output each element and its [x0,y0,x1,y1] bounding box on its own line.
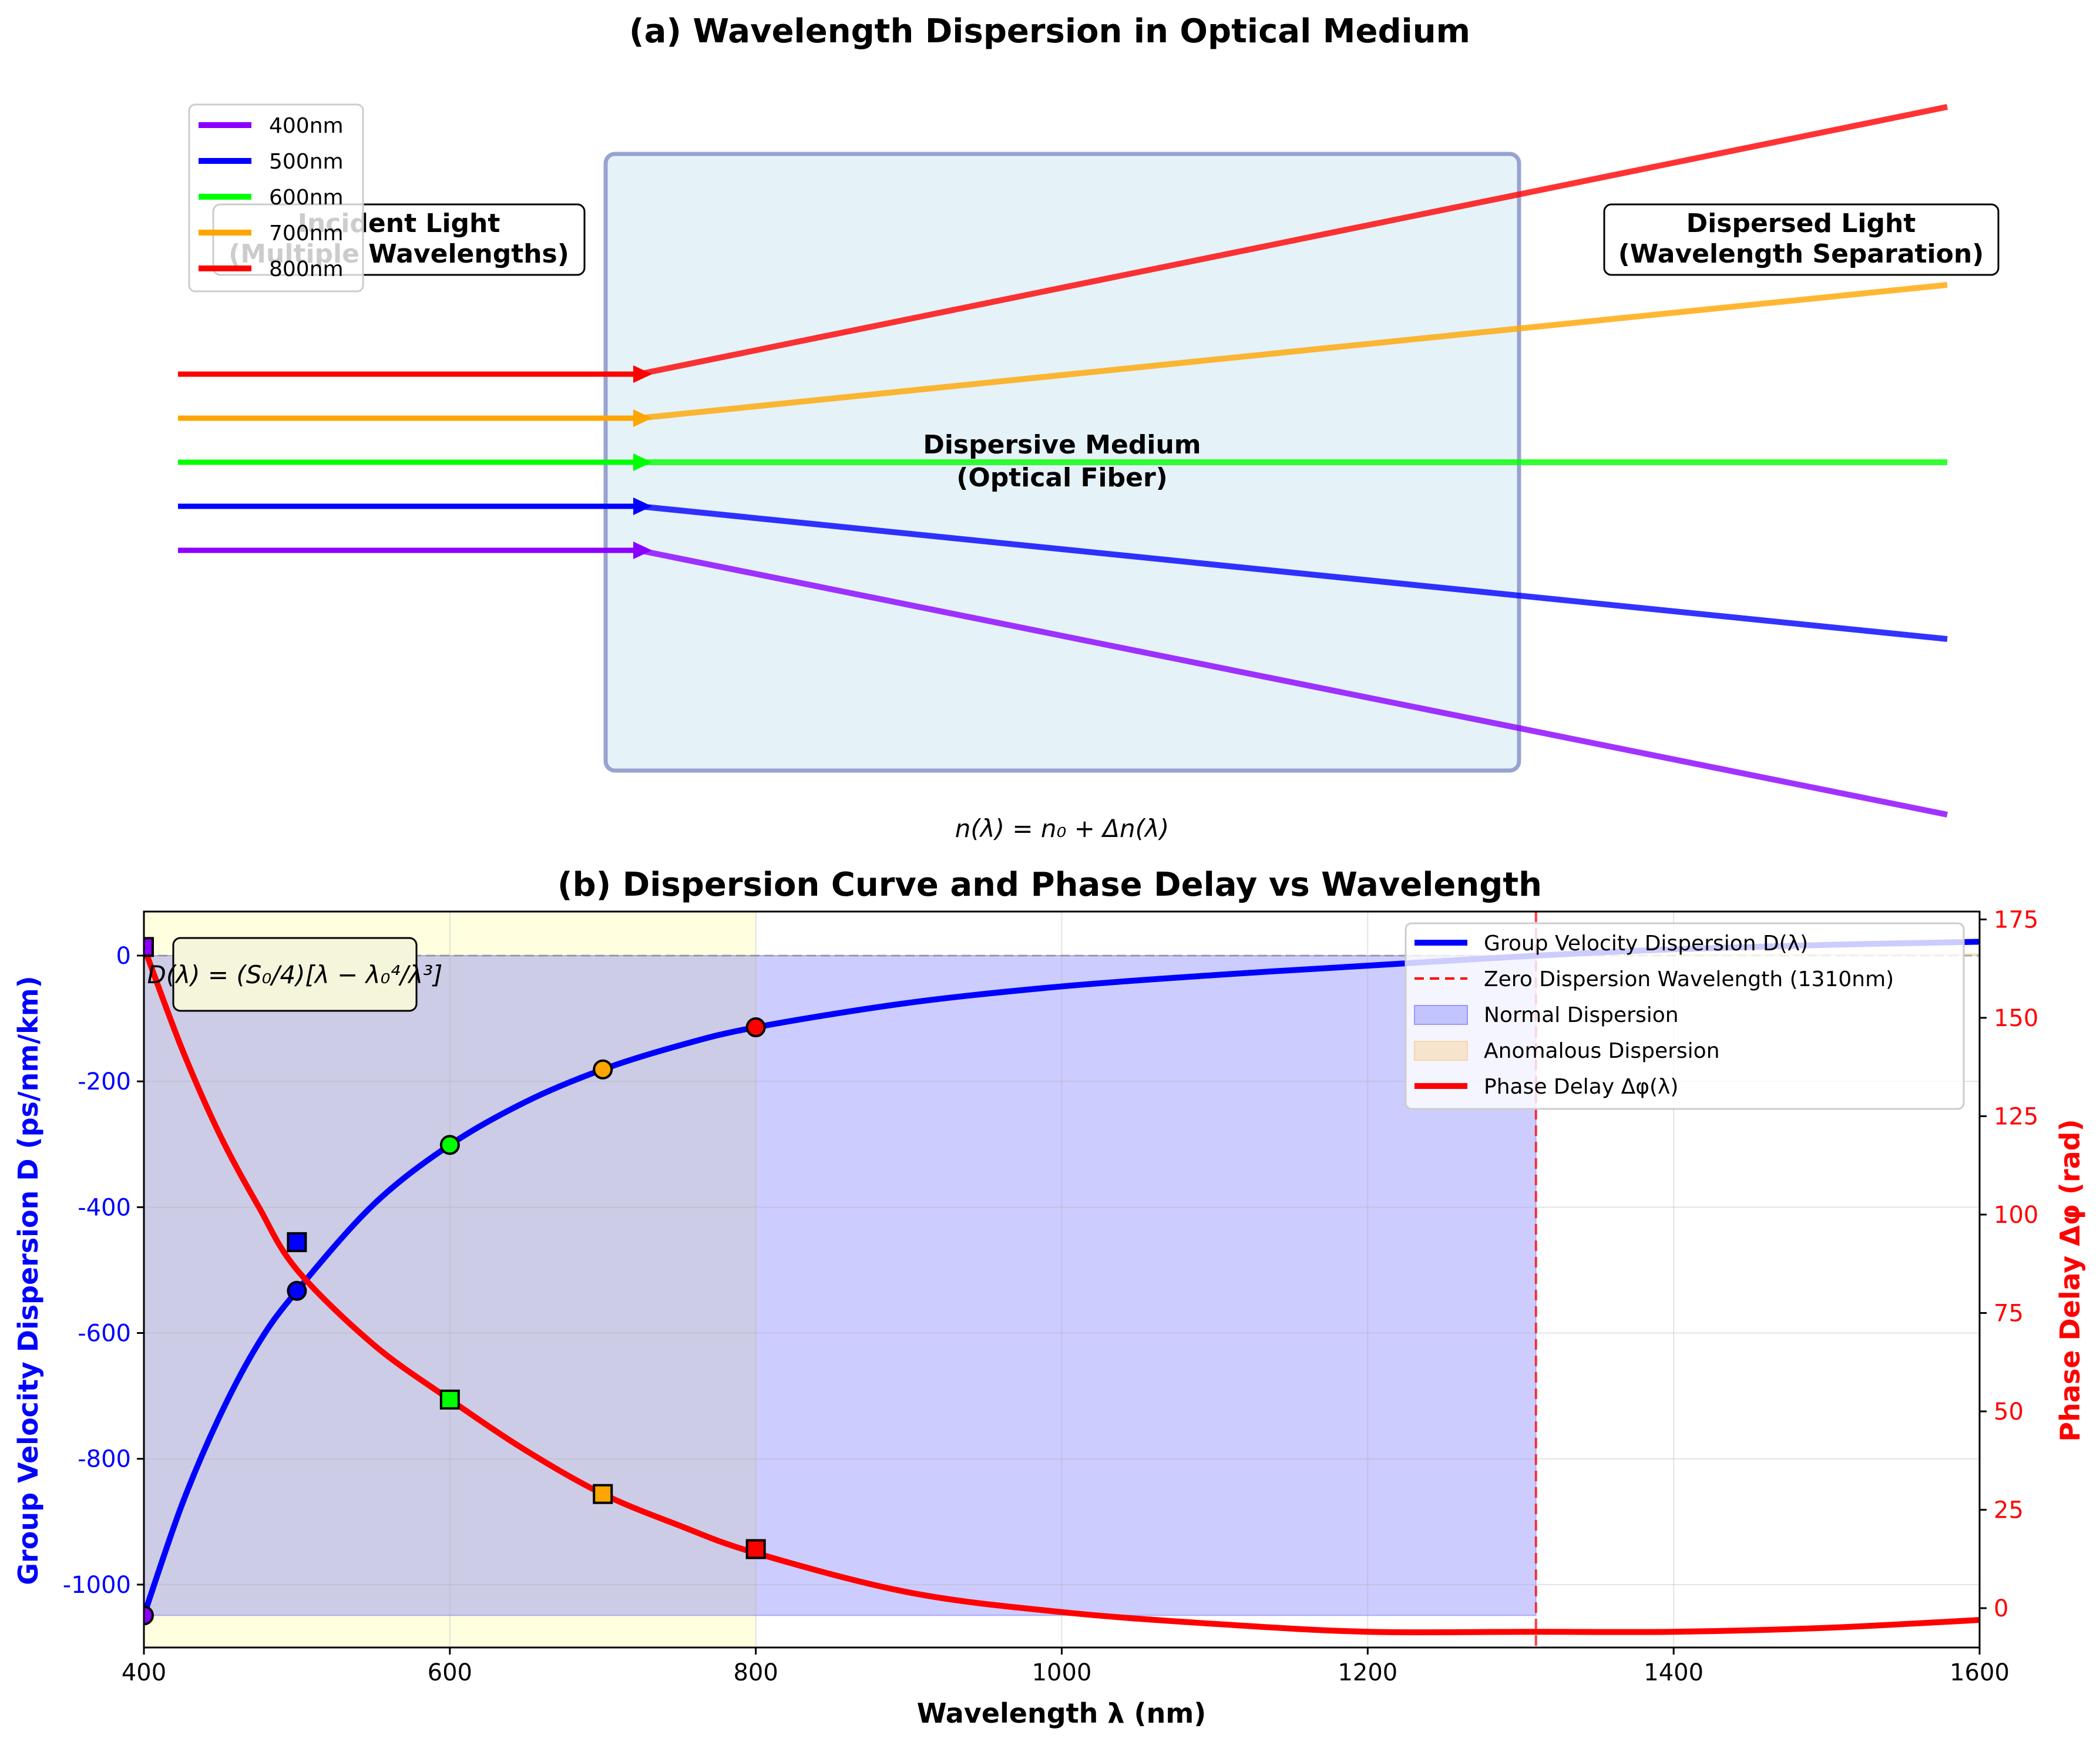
x-tick-label: 600 [428,1659,472,1686]
y-left-tick-label: -200 [78,1068,131,1095]
phase-marker-500 [287,1232,307,1252]
y-right-tick-label: 0 [1994,1595,2008,1622]
y-axis-left-label: Group Velocity Dispersion D (ps/nm/km) [12,976,44,1585]
medium-label-line1: Dispersive Medium [923,430,1201,460]
dispersed-ray-500nm [639,503,1948,642]
phase-marker-400 [144,937,154,957]
y-axis-right-label: Phase Delay Δφ (rad) [2054,1119,2086,1441]
legend-label-700nm: 700nm [269,221,344,246]
dispersed-ray-700nm [639,282,1948,421]
legend-label: Phase Delay Δφ(λ) [1484,1075,1678,1099]
y-right-tick-label: 125 [1994,1103,2038,1130]
legend-label-400nm: 400nm [269,114,344,138]
x-tick-label: 400 [122,1659,166,1686]
dispersed-ray-800nm [638,104,1948,377]
x-tick-label: 1200 [1338,1659,1397,1686]
y-left-tick-label: -600 [78,1320,131,1347]
dispersed-label-line1: Dispersed Light [1686,209,1916,238]
phase-marker-800 [745,1539,766,1559]
panel-a-title: (a) Wavelength Dispersion in Optical Med… [629,12,1470,51]
dispersed-ray-400nm [639,547,1948,818]
legend-label: Normal Dispersion [1484,1003,1679,1027]
gvd-marker-600 [439,1135,460,1155]
y-right-tick-label: 25 [1994,1497,2024,1524]
light-rays [178,104,1948,818]
y-left-tick-label: -800 [78,1446,131,1473]
normal-dispersion-region [144,954,1537,1616]
legend-patch [1414,1041,1468,1061]
panel-b: (b) Dispersion Curve and Phase Delay vs … [12,866,2086,1729]
y-left-tick-label: -400 [78,1194,131,1221]
legend-label-500nm: 500nm [269,150,344,174]
y-right-tick-label: 50 [1994,1398,2024,1425]
dispersion-formula: D(λ) = (S₀/4)[λ − λ₀⁴/λ³] [147,960,443,989]
formula-box [172,937,418,1012]
panel-a-legend [188,103,364,292]
legend-label: Group Velocity Dispersion D(λ) [1484,932,1808,956]
y-right-tick-label: 100 [1994,1202,2038,1229]
legend-label: Zero Dispersion Wavelength (1310nm) [1484,967,1894,991]
legend-label-600nm: 600nm [269,186,344,210]
panel-a-legend-entries: 400nm 500nm 600nm 700nm 800nm [199,114,344,281]
x-axis-label: Wavelength λ (nm) [917,1697,1207,1729]
x-tick-label: 1000 [1032,1659,1092,1686]
panel-b-legend-entries: Group Velocity Dispersion D(λ) Zero Dispe… [1414,932,1894,1099]
phase-marker-700 [593,1484,613,1504]
phase-marker-600 [439,1389,460,1410]
x-tick-label: 800 [733,1659,778,1686]
legend-label-800nm: 800nm [269,257,344,281]
y-right-tick-label: 150 [1994,1005,2038,1032]
x-tick-label: 1400 [1644,1659,1703,1686]
gvd-marker-800 [745,1017,766,1038]
gvd-marker-400 [144,1605,154,1626]
dispersion-regions [144,912,1980,1648]
dispersed-label-box [1603,203,2000,276]
medium-label-line2: (Optical Fiber) [956,463,1168,493]
y-right-tick-label: 175 [1994,906,2038,933]
gvd-marker-700 [593,1059,613,1080]
y-right-tick-label: 75 [1994,1300,2024,1327]
visible-band [144,912,756,1648]
axis-ticks: 400 600 800 1000 1200 1400 16000-200-400-600-8… [63,906,2039,1686]
x-tick-label: 1600 [1950,1659,2010,1686]
panel-b-legend [1405,922,1965,1110]
y-left-tick-label: -1000 [63,1572,131,1599]
y-left-tick-label: 0 [116,943,131,970]
panel-a: (a) Wavelength Dispersion in Optical Med… [178,12,2000,843]
dispersed-label-line2: (Wavelength Separation) [1618,239,1984,269]
legend-label: Anomalous Dispersion [1484,1039,1720,1063]
legend-patch [1414,1005,1468,1025]
panel-b-title: (b) Dispersion Curve and Phase Delay vs … [557,866,1542,904]
refractive-index-formula: n(λ) = n₀ + Δn(λ) [955,814,1169,843]
gvd-marker-500 [287,1280,307,1301]
